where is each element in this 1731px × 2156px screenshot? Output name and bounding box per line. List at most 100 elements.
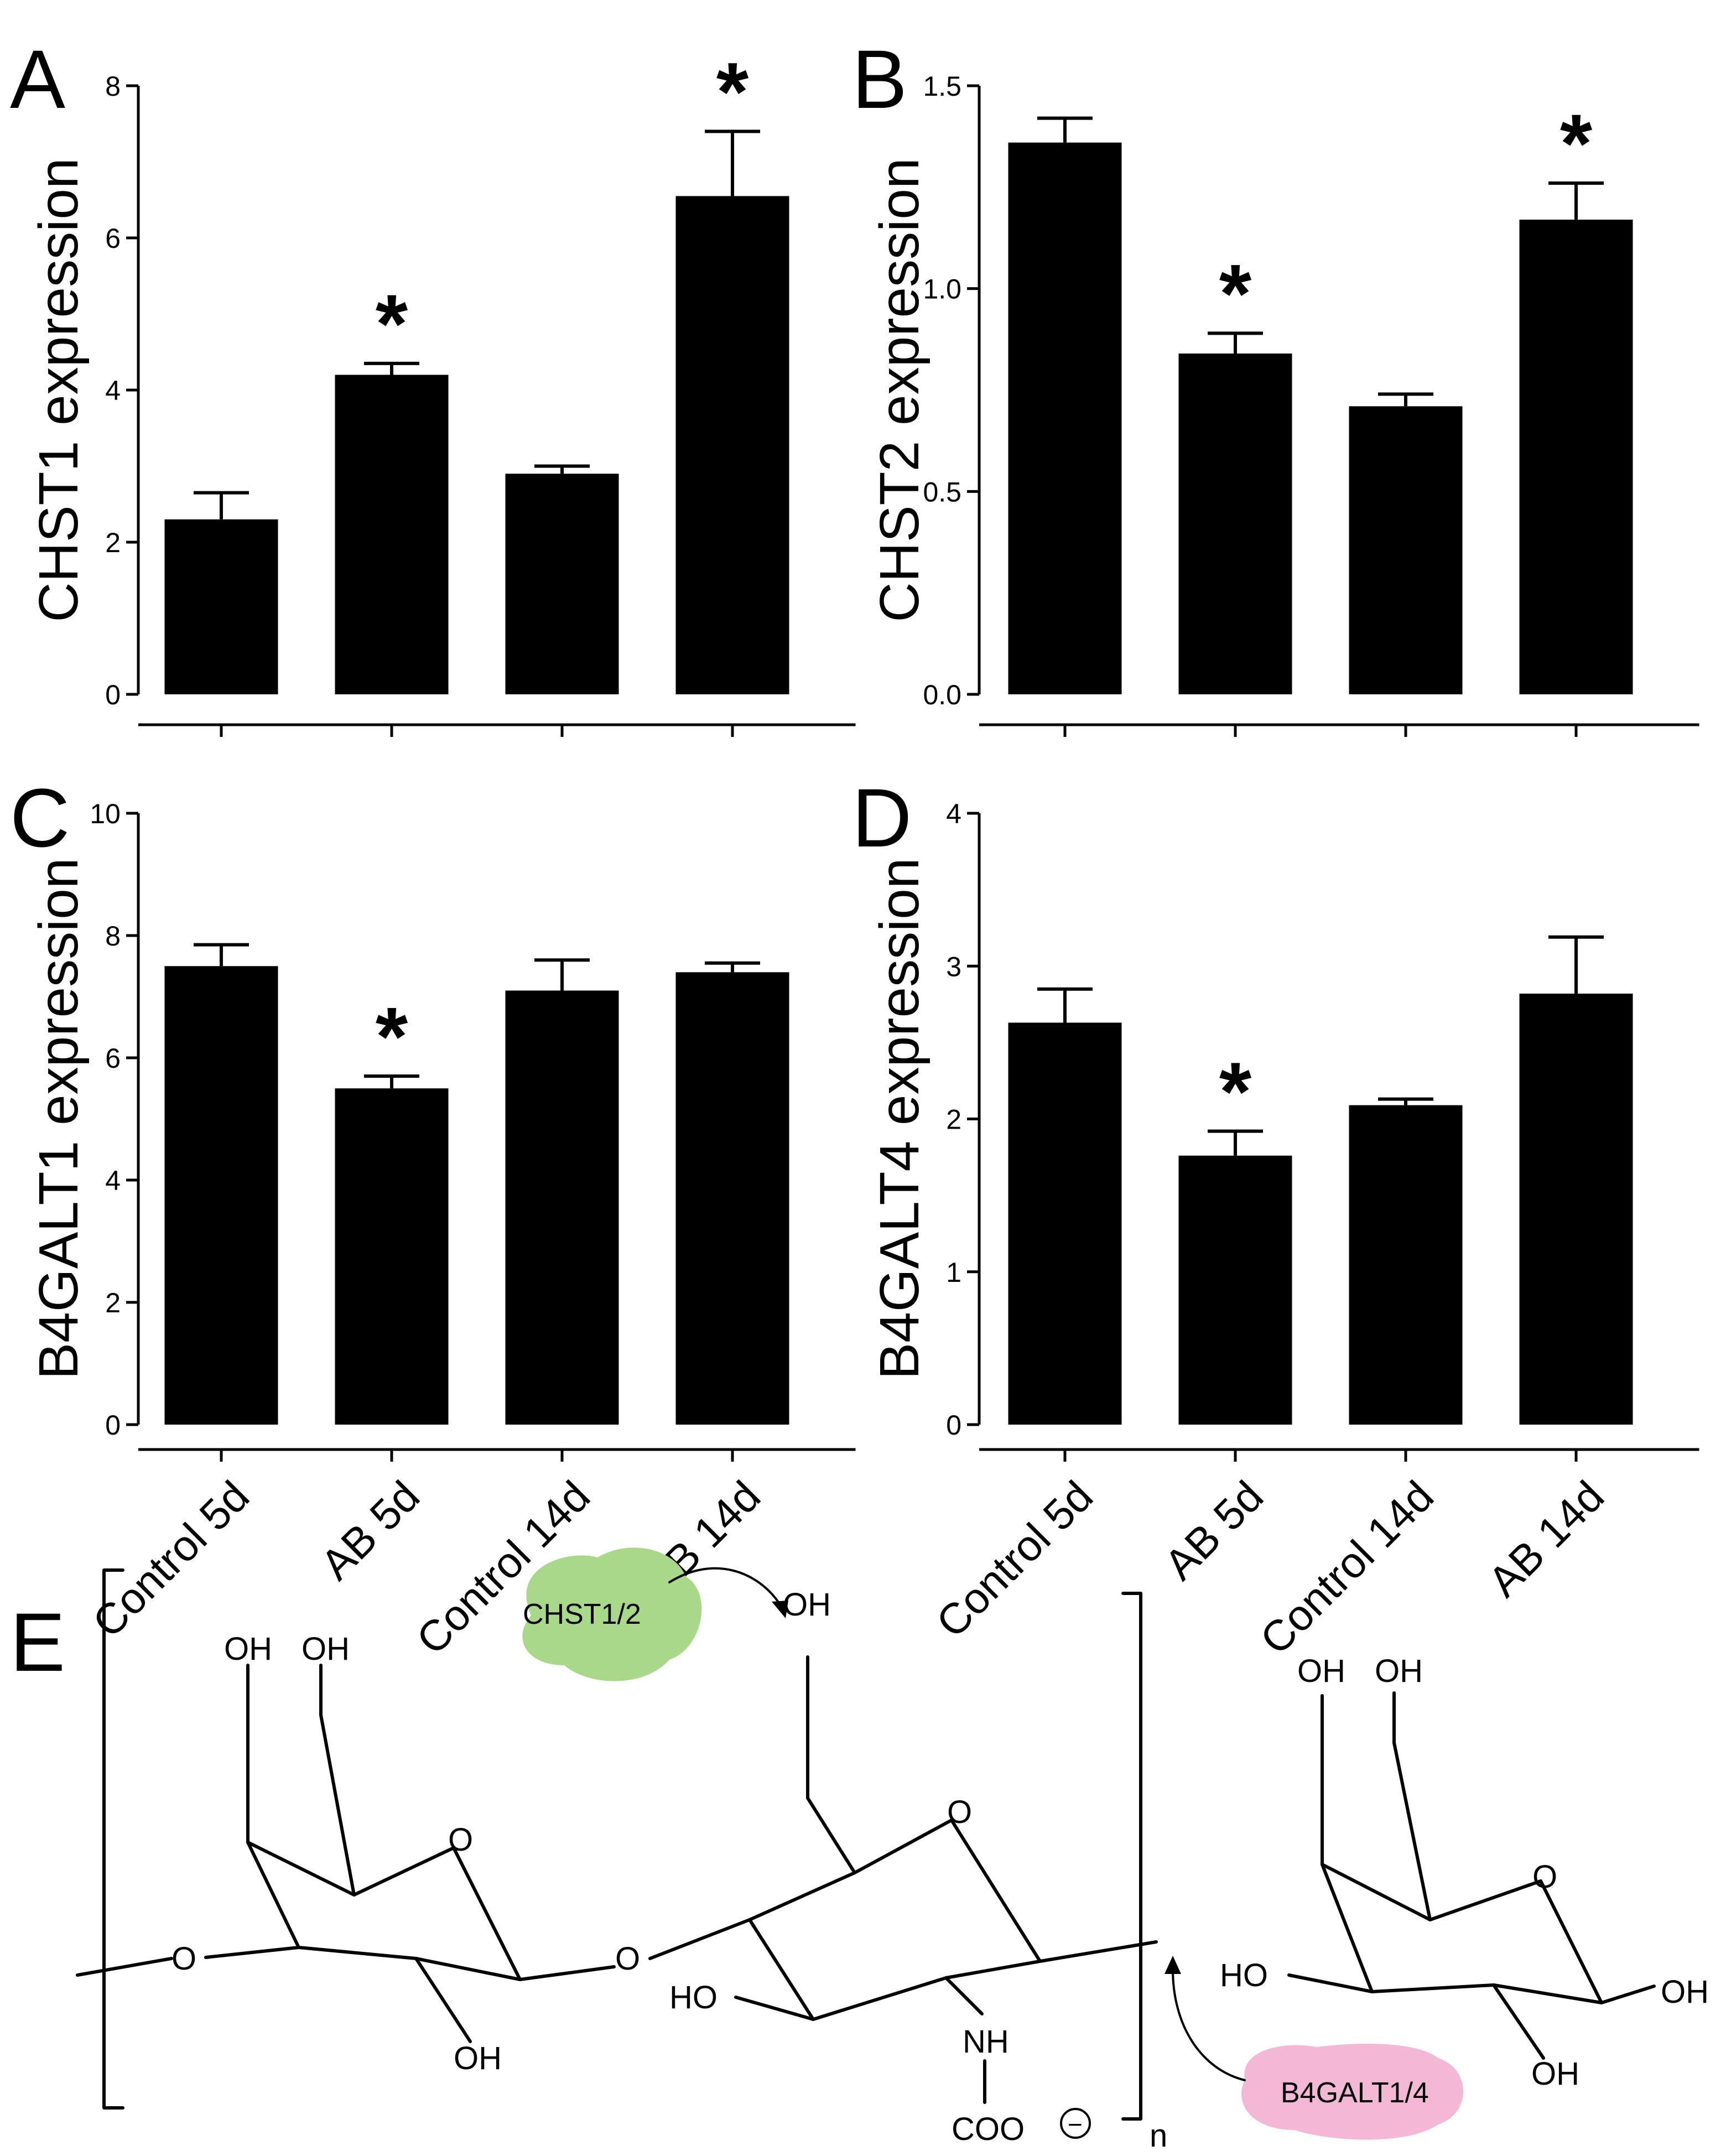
panel-a-y-tick-label: 6 — [105, 223, 121, 254]
panel-c-y-tick-label: 0 — [105, 1410, 121, 1441]
bond-c3-ho-right — [1287, 1973, 1374, 1993]
panel-letter-a: A — [10, 33, 65, 126]
panel-a-y-tick-label: 8 — [105, 71, 121, 102]
panel-a-bar — [675, 196, 789, 694]
panel-b-bar — [1008, 142, 1122, 695]
panel-a-y-tick-label: 2 — [105, 527, 121, 558]
negative-charge-sign: − — [1068, 2110, 1083, 2139]
chst-arrow — [668, 1567, 781, 1606]
bond-c5-c6-right — [1392, 1741, 1432, 1921]
panel-c-x-tick-label: AB 5d — [311, 1472, 429, 1589]
panel-d-x-tick-label: AB 14d — [1479, 1472, 1613, 1606]
bond-c2-nh — [944, 1976, 984, 2015]
panel-letter-c: C — [10, 771, 70, 864]
panel-a-bar — [505, 474, 619, 694]
panel-c-bar — [675, 972, 789, 1425]
panel-c-y-axis-label: B4GALT1 expression — [28, 858, 90, 1379]
panel-d-y-tick-label: 0 — [946, 1410, 961, 1441]
panel-c-y-tick-label: 8 — [105, 921, 121, 952]
galactose-ring-right — [1321, 1863, 1603, 2004]
panel-c-x-tick-label: Control 5d — [83, 1472, 258, 1647]
panel-d-x-tick-label: AB 5d — [1155, 1472, 1272, 1589]
glcnac-ring — [748, 1819, 1042, 2021]
bond-c5-c6-mid — [806, 1796, 856, 1874]
panel-a-y-axis-label: CHST1 expression — [28, 158, 90, 622]
panel-letter-e: E — [10, 1596, 65, 1689]
glycan-structure-diagram: n O OH OH OH O O O OH HO NH COO − C — [76, 1547, 1709, 2154]
ring-oxygen-right: O — [1532, 1859, 1557, 1895]
chart-chst2: 0.0 0.5 1.0 1.5 CHST2 expression * * — [869, 71, 1699, 737]
panel-a-bar — [164, 519, 278, 694]
panel-d-x-tick-label: Control 14d — [1251, 1472, 1443, 1664]
panel-b-y-axis-label: CHST2 expression — [869, 158, 931, 622]
panel-a-y-tick-label: 0 — [105, 679, 121, 710]
panel-b-y-tick-label: 1.5 — [923, 71, 961, 102]
chst-enzyme-blob — [522, 1547, 702, 1681]
bond-c1-oh-right — [1600, 1984, 1656, 2004]
panel-b-y-tick-label: 0.5 — [923, 476, 961, 507]
bond-o-c4 — [204, 1946, 300, 1959]
panel-c-bar — [164, 966, 278, 1425]
glycosidic-o-left: O — [171, 1941, 196, 1977]
ho-c3: HO — [669, 1980, 718, 2015]
panel-c-bar — [505, 990, 619, 1425]
oh-c4-right: OH — [1297, 1653, 1345, 1689]
panel-b-y-tick-label: 1.0 — [923, 274, 961, 305]
panel-c-y-tick-label: 6 — [105, 1043, 121, 1074]
coo-group: COO — [952, 2111, 1025, 2147]
panel-c-significance-star: * — [376, 990, 408, 1083]
panel-c-y-tick-label: 10 — [90, 798, 121, 829]
panel-b-y-tick-label: 0.0 — [923, 679, 961, 710]
panel-b-significance-star: * — [1560, 97, 1593, 190]
panel-letter-b: B — [852, 33, 907, 126]
panel-c-bar — [335, 1088, 449, 1425]
panel-d-bar — [1178, 1155, 1292, 1425]
right-bracket — [1121, 1592, 1142, 2121]
panel-d-y-tick-label: 1 — [946, 1257, 961, 1288]
chst-enzyme-label: CHST1/2 — [523, 1598, 641, 1630]
ring-oxygen-mid: O — [947, 1794, 972, 1830]
panel-d-y-axis-label: B4GALT4 expression — [869, 858, 931, 1379]
panel-d-bar — [1349, 1105, 1463, 1425]
panel-d-y-tick-label: 4 — [946, 798, 961, 829]
ring-oxygen-left: O — [448, 1822, 473, 1858]
oh-c6: OH — [302, 1631, 350, 1667]
nh-group: NH — [963, 2024, 1009, 2060]
bond-c5-c6 — [319, 1713, 356, 1897]
bond-c2-oh-right — [1492, 1983, 1545, 2060]
panel-a-significance-star: * — [376, 277, 408, 370]
galactose-ring-left-fill — [246, 1841, 522, 1981]
bond-o-c4-glcnac — [648, 1918, 751, 1960]
panel-c-y-tick-label: 4 — [105, 1165, 121, 1196]
panel-c-y-tick-label: 2 — [105, 1287, 121, 1318]
chart-chst1: 0 2 4 6 8 CHST1 expression * * — [28, 45, 856, 737]
negative-charge — [1060, 2108, 1091, 2139]
panel-b-bar — [1349, 406, 1463, 694]
left-bracket — [102, 1568, 124, 2110]
chst-arrowhead — [772, 1601, 788, 1618]
panel-d-x-tick-label: Control 5d — [927, 1472, 1102, 1647]
oh-c1-right: OH — [1661, 1974, 1709, 2010]
panel-d-y-tick-label: 3 — [946, 951, 961, 982]
bond-c1-chain-right — [1038, 1940, 1158, 1963]
ho-c3-right: HO — [1220, 1957, 1268, 1993]
b4galt-arrow — [1172, 1968, 1246, 2081]
repeat-n-label: n — [1150, 2118, 1167, 2154]
panel-d-bar — [1008, 1022, 1122, 1425]
bond-c3-ho — [734, 1996, 815, 2021]
panel-letter-d: D — [852, 771, 912, 864]
b4galt-arrowhead — [1165, 1956, 1181, 1974]
panel-d-y-tick-label: 2 — [946, 1104, 961, 1135]
panel-d-significance-star: * — [1219, 1045, 1252, 1138]
panel-a-y-tick-label: 4 — [105, 375, 121, 406]
oh-c2-right: OH — [1531, 2056, 1579, 2092]
glycosidic-o-mid: O — [615, 1941, 640, 1977]
panel-a-significance-star: * — [716, 45, 749, 138]
panel-b-bar — [1519, 220, 1633, 694]
chart-b4galt4: 0 1 2 3 4 B4GALT4 expression Control 5d * AB 5dC… — [869, 798, 1699, 1664]
oh-c2-left: OH — [454, 2040, 502, 2076]
bond-left-chain — [76, 1957, 173, 1977]
b4galt-enzyme-blob — [1241, 2044, 1463, 2140]
